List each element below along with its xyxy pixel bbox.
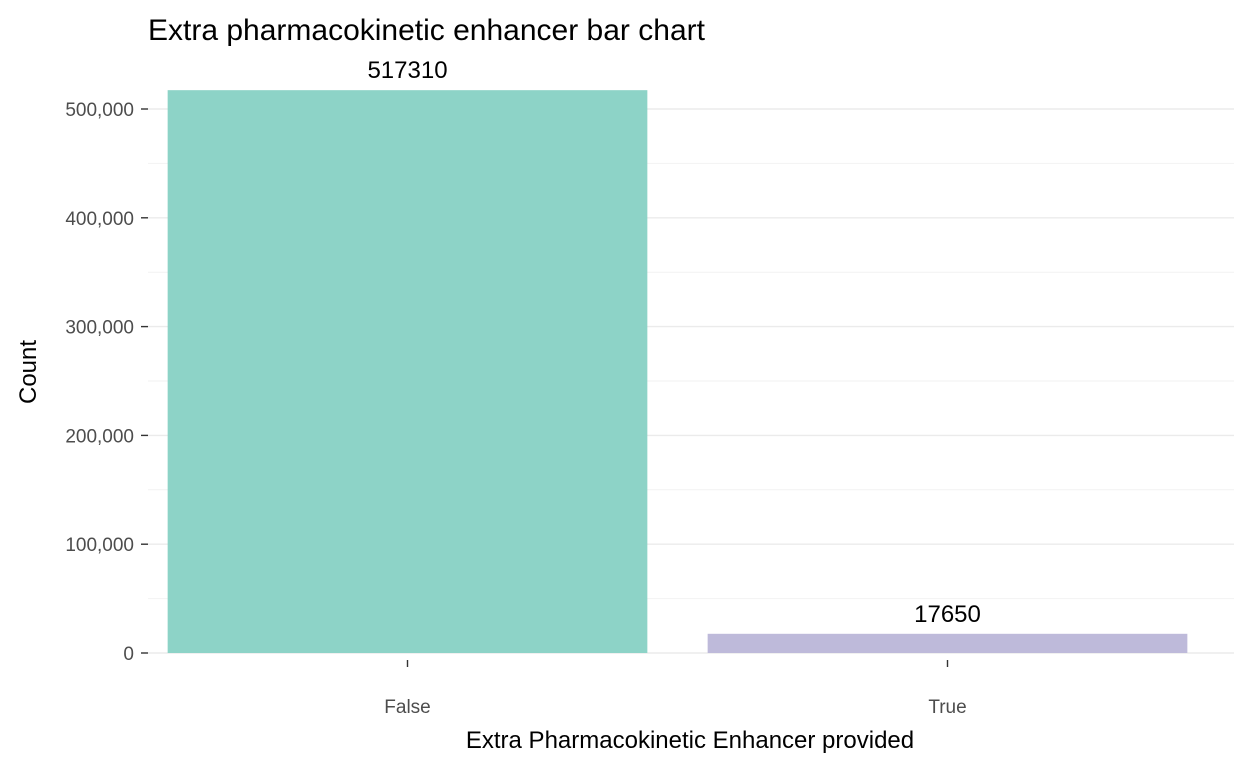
- y-axis: 0 100,000 200,000 300,000 400,000 500,000: [65, 100, 148, 665]
- data-label-false: 517310: [367, 57, 447, 84]
- x-tick-label: True: [928, 697, 966, 718]
- y-tick-label: 500,000: [65, 100, 134, 121]
- y-tick-label: 100,000: [65, 535, 134, 556]
- chart-title: Extra pharmacokinetic enhancer bar chart: [148, 14, 706, 47]
- data-label-true: 17650: [914, 601, 981, 628]
- bar-true: [707, 633, 1188, 653]
- bars: [167, 90, 1188, 653]
- y-tick-label: 400,000: [65, 209, 134, 230]
- x-axis: False True: [384, 660, 967, 718]
- y-tick-label: 200,000: [65, 426, 134, 447]
- data-labels: 517310 17650: [367, 57, 980, 628]
- y-tick-label: 0: [123, 644, 134, 665]
- y-axis-title: Count: [15, 340, 42, 404]
- bar-false: [167, 90, 648, 653]
- x-axis-title: Extra Pharmacokinetic Enhancer provided: [466, 727, 914, 754]
- x-tick-label: False: [384, 697, 430, 718]
- y-tick-label: 300,000: [65, 318, 134, 339]
